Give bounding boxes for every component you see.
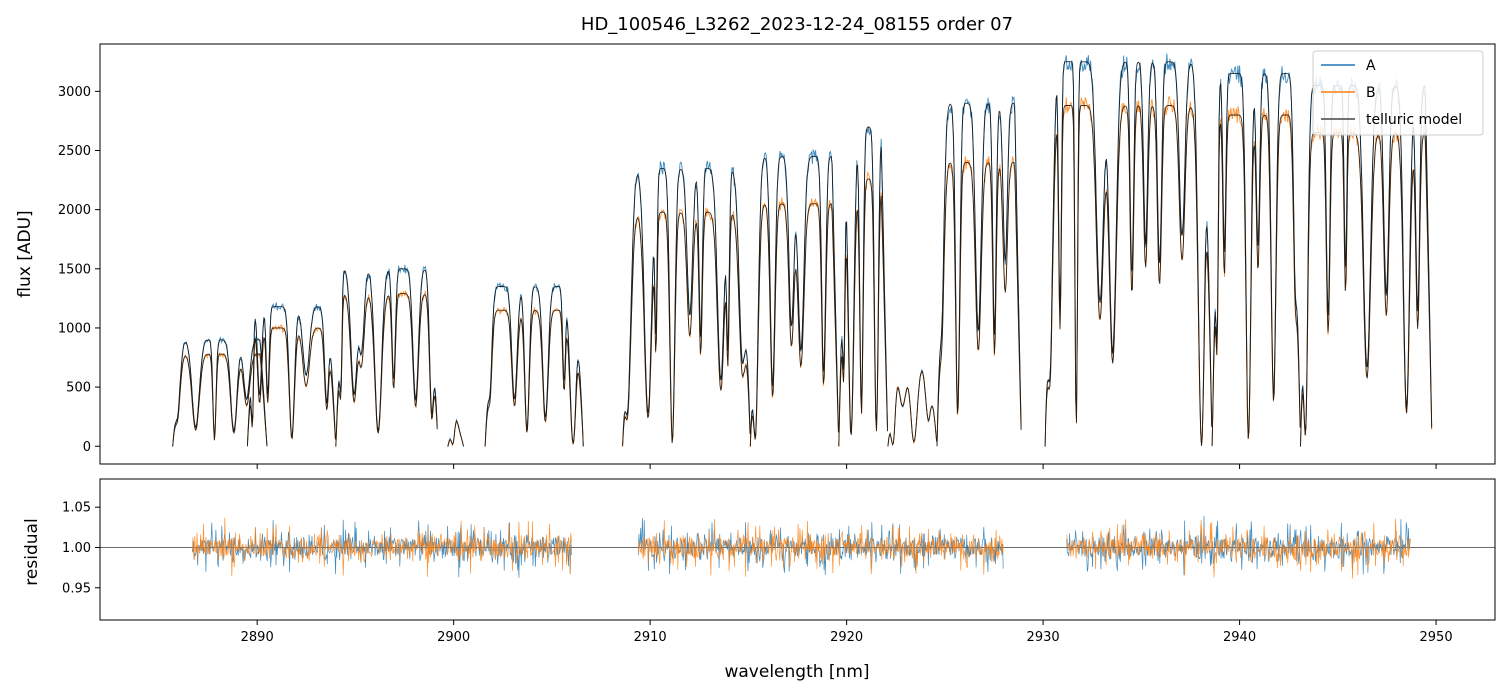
y-tick-label: 3000 — [58, 85, 91, 100]
x-tick-label: 2910 — [634, 630, 667, 645]
legend-box — [1312, 50, 1484, 136]
series-b-line — [172, 95, 1433, 448]
top-panel: 0 500 1000 1500 2000 2500 3000 flux [ADU] A B … — [15, 43, 1496, 469]
residual-b-line — [191, 517, 1411, 579]
series-a-line — [172, 53, 1433, 448]
y-tick-label: 1.05 — [62, 501, 91, 516]
y-tick-label: 1000 — [58, 321, 91, 336]
bottom-x-ticks: 2890 2900 2910 2920 2930 2940 2950 — [241, 620, 1453, 645]
y-tick-label: 2000 — [58, 203, 91, 218]
legend-label-b: B — [1366, 85, 1376, 101]
telluric-model-line — [172, 61, 1433, 447]
top-x-ticks — [256, 464, 1437, 469]
top-y-axis-label: flux [ADU] — [15, 210, 35, 297]
x-axis-label: wavelength [nm] — [724, 662, 869, 682]
legend: A B telluric model — [1312, 50, 1484, 136]
x-tick-label: 2930 — [1027, 630, 1060, 645]
x-tick-label: 2890 — [241, 630, 274, 645]
top-axes-frame — [99, 43, 1496, 465]
x-tick-label: 2940 — [1223, 630, 1256, 645]
y-tick-label: 1.00 — [62, 541, 91, 556]
legend-label-telluric: telluric model — [1366, 112, 1462, 128]
x-tick-label: 2950 — [1420, 630, 1453, 645]
bottom-y-ticks: 0.95 1.00 1.05 — [62, 501, 100, 596]
x-tick-label: 2900 — [437, 630, 470, 645]
legend-label-a: A — [1366, 58, 1376, 74]
bottom-axes-frame — [99, 478, 1496, 621]
y-tick-label: 0.95 — [62, 581, 91, 596]
top-y-ticks: 0 500 1000 1500 2000 2500 3000 — [58, 85, 100, 455]
y-tick-label: 0 — [83, 440, 91, 455]
y-tick-label: 1500 — [58, 262, 91, 277]
chart-title: HD_100546_L3262_2023-12-24_08155 order 0… — [581, 14, 1013, 35]
x-tick-label: 2920 — [830, 630, 863, 645]
bottom-y-axis-label: residual — [22, 518, 42, 585]
y-tick-label: 2500 — [58, 144, 91, 159]
bottom-panel: 0.95 1.00 1.05 2890 2900 2910 2920 2930 2940 295… — [22, 478, 1496, 682]
y-tick-label: 500 — [66, 381, 91, 396]
